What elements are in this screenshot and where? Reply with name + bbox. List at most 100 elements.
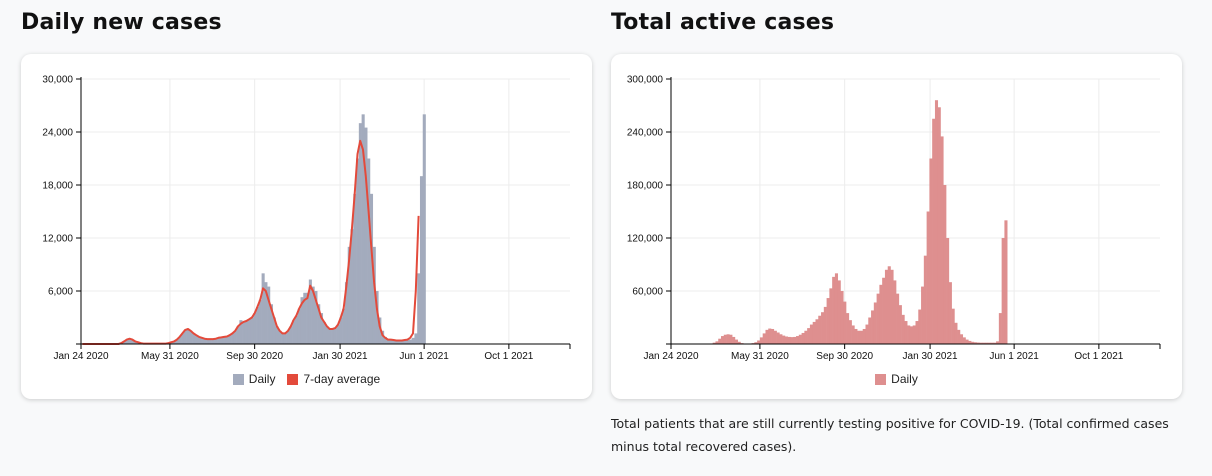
daily-new-cases-card: 6,000 12,000 18,000 24,000 30,000 Jan 24 2020…: [21, 54, 592, 399]
data-bar: [718, 338, 722, 344]
data-bar: [987, 342, 991, 344]
data-bar: [283, 333, 287, 344]
data-bar: [356, 158, 360, 344]
data-bar: [178, 336, 182, 344]
data-bar: [976, 342, 980, 344]
data-bar: [837, 280, 841, 344]
data-bar: [206, 339, 210, 344]
data-bar: [192, 333, 196, 344]
x-tick-label: Jun 1 2021: [989, 351, 1039, 362]
y-tick-label: 6,000: [48, 287, 73, 298]
data-bar: [782, 335, 786, 344]
data-bar: [172, 341, 176, 344]
legend-label-active-daily: Daily: [891, 372, 918, 386]
data-bar: [868, 317, 872, 344]
data-bar: [269, 304, 274, 344]
data-bar: [419, 176, 424, 344]
data-bar: [300, 297, 304, 344]
data-bar: [796, 336, 800, 344]
data-bar: [181, 333, 185, 344]
data-bar: [267, 286, 271, 344]
data-bar: [289, 326, 293, 344]
data-bar: [798, 334, 802, 344]
data-bar: [732, 336, 736, 344]
legend-item-active-daily[interactable]: Daily: [875, 372, 918, 386]
legend-item-7-day-average[interactable]: 7-day average: [287, 372, 380, 386]
data-bar: [414, 333, 418, 344]
data-bar: [400, 340, 404, 344]
data-bar: [871, 310, 875, 344]
data-bar: [350, 229, 354, 344]
data-bar: [712, 342, 716, 344]
data-bar: [829, 288, 833, 344]
data-bar: [1001, 238, 1005, 344]
data-bar: [971, 341, 975, 344]
daily-new-cases-legend: Daily 7-day average: [21, 372, 592, 386]
data-bar: [242, 321, 246, 344]
data-bar: [294, 315, 299, 344]
data-bar: [804, 330, 808, 344]
data-bar: [275, 326, 279, 344]
data-bar: [189, 330, 193, 344]
data-bar: [203, 338, 207, 344]
data-bar: [937, 107, 941, 344]
bar-series: [119, 114, 426, 345]
data-bar: [122, 341, 126, 344]
data-bar: [809, 324, 813, 344]
total-active-cases-legend: Daily: [611, 372, 1182, 386]
data-bar: [959, 334, 964, 344]
data-bar: [734, 339, 738, 344]
data-bar: [943, 185, 947, 344]
data-bar: [133, 341, 137, 344]
data-bar: [208, 339, 212, 344]
data-bar: [378, 317, 382, 344]
data-bar: [790, 337, 794, 344]
data-bar: [281, 333, 285, 344]
data-bar: [954, 322, 958, 344]
x-tick-label: Oct 1 2021: [484, 351, 533, 362]
data-bar: [823, 306, 827, 344]
data-bar: [896, 293, 900, 344]
x-tick-label: Jan 24 2020: [53, 351, 108, 362]
data-bar: [336, 324, 340, 344]
data-bar: [272, 317, 276, 344]
data-bar: [784, 336, 788, 344]
data-bar: [194, 335, 198, 344]
data-bar: [979, 342, 983, 344]
x-tick-label: May 31 2020: [141, 351, 199, 362]
data-bar: [912, 325, 916, 344]
data-bar: [757, 340, 761, 344]
data-bar: [292, 320, 296, 344]
data-bar: [261, 273, 265, 344]
legend-item-daily[interactable]: Daily: [232, 372, 275, 386]
data-bar: [406, 340, 410, 344]
data-bar: [253, 313, 257, 344]
data-bar: [297, 308, 301, 344]
data-bar: [217, 337, 221, 344]
x-tick-label: Sep 30 2020: [816, 351, 873, 362]
data-bar: [754, 342, 758, 344]
data-bar: [1004, 220, 1008, 344]
data-bar: [859, 330, 864, 344]
data-bar: [383, 336, 387, 344]
legend-swatch-active-daily: [875, 373, 887, 385]
data-bar: [951, 308, 955, 344]
y-tick-label: 300,000: [627, 75, 664, 86]
y-tick-label: 240,000: [627, 128, 664, 139]
data-bar: [222, 336, 226, 344]
y-tick-label: 120,000: [627, 234, 664, 245]
data-bar: [815, 319, 819, 344]
data-bar: [392, 339, 396, 344]
x-tick-label: Jan 30 2021: [903, 351, 958, 362]
data-bar: [375, 291, 379, 344]
data-bar: [328, 328, 332, 344]
data-bar: [873, 302, 877, 344]
data-bar: [394, 340, 399, 344]
data-bar: [909, 326, 914, 344]
data-bar: [957, 329, 961, 344]
data-bar: [929, 158, 933, 344]
active-cases-description: Total patients that are still currently …: [611, 416, 1169, 454]
data-bar: [258, 299, 262, 344]
data-bar: [247, 319, 251, 344]
data-bar: [898, 305, 902, 344]
